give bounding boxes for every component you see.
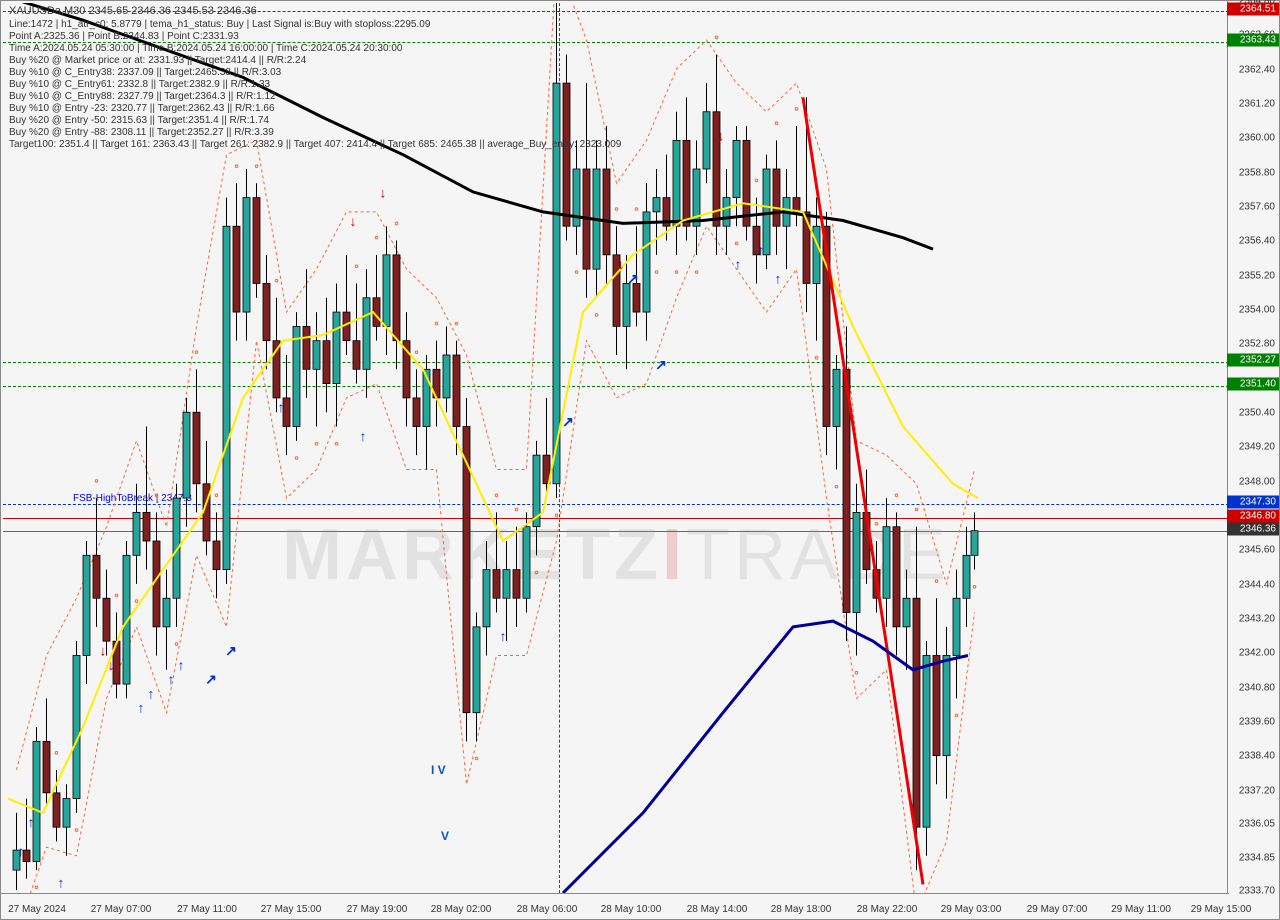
price-tick: 2343.20	[1239, 614, 1275, 625]
price-tick: 2358.80	[1239, 167, 1275, 178]
price-tick: 2345.60	[1239, 545, 1275, 556]
watermark-text: MARKETZITRADE	[282, 514, 950, 596]
hline-label: FSB-HighToBreak | 2347.3	[73, 493, 192, 504]
svg-text:↓: ↓	[618, 256, 625, 272]
svg-text:↑: ↑	[148, 685, 155, 701]
info-line: Time A:2024.05.24 05:30:00 | Time B:2024…	[9, 43, 621, 55]
svg-text:↗: ↗	[205, 671, 217, 687]
price-tick: 2337.20	[1239, 785, 1275, 796]
svg-text:↑: ↑	[775, 270, 782, 286]
price-tick: 2338.40	[1239, 751, 1275, 762]
price-tick: 2348.00	[1239, 476, 1275, 487]
time-tick: 29 May 11:00	[1111, 904, 1171, 915]
elliott-wave-label: V	[441, 829, 449, 843]
svg-text:↗: ↗	[627, 270, 639, 286]
price-badge: 2351.40	[1227, 378, 1279, 391]
price-tick: 2350.40	[1239, 408, 1275, 419]
svg-text:↓: ↓	[100, 642, 107, 658]
svg-text:↓: ↓	[108, 657, 115, 673]
svg-text:↑: ↑	[735, 256, 742, 272]
time-tick: 29 May 15:00	[1191, 904, 1252, 915]
time-tick: 28 May 10:00	[601, 904, 662, 915]
hline	[3, 386, 1229, 387]
svg-text:↑: ↑	[58, 874, 65, 890]
price-tick: 2354.00	[1239, 305, 1275, 316]
price-tick: 2344.40	[1239, 579, 1275, 590]
price-badge: 2346.80	[1227, 510, 1279, 523]
svg-text:↑: ↑	[138, 700, 145, 716]
price-tick: 2339.60	[1239, 717, 1275, 728]
time-tick: 28 May 22:00	[857, 904, 918, 915]
info-line: Buy %20 @ Entry -88: 2308.11 || Target:2…	[9, 127, 621, 139]
price-tick: 2342.00	[1239, 648, 1275, 659]
svg-text:↓: ↓	[380, 185, 387, 201]
time-tick: 29 May 07:00	[1027, 904, 1088, 915]
svg-text:↗: ↗	[655, 356, 667, 372]
svg-text:↓: ↓	[718, 127, 725, 143]
svg-text:↗: ↗	[562, 414, 574, 430]
time-tick: 28 May 06:00	[517, 904, 578, 915]
time-tick: 27 May 19:00	[347, 904, 408, 915]
price-tick: 2357.60	[1239, 202, 1275, 213]
chart-container: MARKETZITRADE ↑↑↑↓↓↑↑↑↑↗↗↑↓↑↓↑↗↓↗↗↓↑↑↑ F…	[0, 0, 1280, 920]
info-line: Point A:2325.36 | Point B:2344.83 | Poin…	[9, 31, 621, 43]
svg-text:↑: ↑	[758, 242, 765, 258]
price-badge: 2363.43	[1227, 34, 1279, 47]
time-tick: 28 May 18:00	[771, 904, 832, 915]
time-tick: 27 May 07:00	[91, 904, 152, 915]
svg-text:↓: ↓	[350, 213, 357, 229]
time-tick: 27 May 2024	[8, 904, 66, 915]
info-line: Buy %10 @ Entry -23: 2320.77 || Target:2…	[9, 103, 621, 115]
price-tick: 2361.20	[1239, 99, 1275, 110]
time-tick: 28 May 14:00	[687, 904, 748, 915]
chart-title: XAUUSDa,M30 2345.65 2346.36 2345.53 2346…	[9, 5, 257, 17]
svg-text:↑: ↑	[168, 671, 175, 687]
price-badge: 2346.36	[1227, 522, 1279, 535]
info-line: Buy %20 @ Market price or at: 2331.93 ||…	[9, 55, 621, 67]
svg-text:↑: ↑	[278, 399, 285, 415]
info-line: Target100: 2351.4 || Target 161: 2363.43…	[9, 139, 621, 151]
svg-text:↑: ↑	[28, 814, 35, 830]
svg-text:↗: ↗	[225, 642, 237, 658]
time-tick: 28 May 02:00	[431, 904, 492, 915]
price-badge: 2352.27	[1227, 353, 1279, 366]
price-tick: 2334.85	[1239, 853, 1275, 864]
info-lines: Line:1472 | h1_atr_c0: 5.8779 | tema_h1_…	[9, 19, 621, 151]
price-badge: 2347.30	[1227, 495, 1279, 508]
price-tick: 2352.80	[1239, 339, 1275, 350]
price-tick: 2355.20	[1239, 270, 1275, 281]
price-badge: 2364.51	[1227, 3, 1279, 16]
info-line: Buy %10 @ C_Entry38: 2337.09 || Target:2…	[9, 67, 621, 79]
hline	[3, 362, 1229, 363]
time-tick: 27 May 11:00	[177, 904, 237, 915]
price-tick: 2336.05	[1239, 818, 1275, 829]
info-line: Buy %20 @ Entry -50: 2315.63 || Target:2…	[9, 115, 621, 127]
svg-text:↑: ↑	[18, 843, 25, 859]
time-tick: 29 May 03:00	[941, 904, 1002, 915]
info-line: Buy %10 @ C_Entry88: 2327.79 || Target:2…	[9, 91, 621, 103]
price-tick: 2356.40	[1239, 236, 1275, 247]
svg-text:↑: ↑	[360, 428, 367, 444]
svg-text:↑: ↑	[178, 657, 185, 673]
info-line: Line:1472 | h1_atr_c0: 5.8779 | tema_h1_…	[9, 19, 621, 31]
price-axis: 2364.802363.602362.402361.202360.002358.…	[1227, 1, 1279, 893]
svg-text:↑: ↑	[500, 628, 507, 644]
chart-area[interactable]: MARKETZITRADE ↑↑↑↓↓↑↑↑↑↗↗↑↓↑↓↑↗↓↗↗↓↑↑↑ F…	[3, 3, 1229, 893]
elliott-wave-label: I V	[431, 763, 446, 777]
price-tick: 2362.40	[1239, 64, 1275, 75]
price-tick: 2333.70	[1239, 886, 1275, 897]
hline: FSB-HighToBreak | 2347.3	[3, 504, 1229, 505]
price-tick: 2360.00	[1239, 133, 1275, 144]
price-tick: 2349.20	[1239, 442, 1275, 453]
price-tick: 2340.80	[1239, 682, 1275, 693]
time-axis: 27 May 2024 27 May 07:00 27 May 11:00 27 Ma…	[1, 893, 1229, 919]
info-line: Buy %10 @ C_Entry61: 2332.8 || Target:23…	[9, 79, 621, 91]
time-tick: 27 May 15:00	[261, 904, 322, 915]
